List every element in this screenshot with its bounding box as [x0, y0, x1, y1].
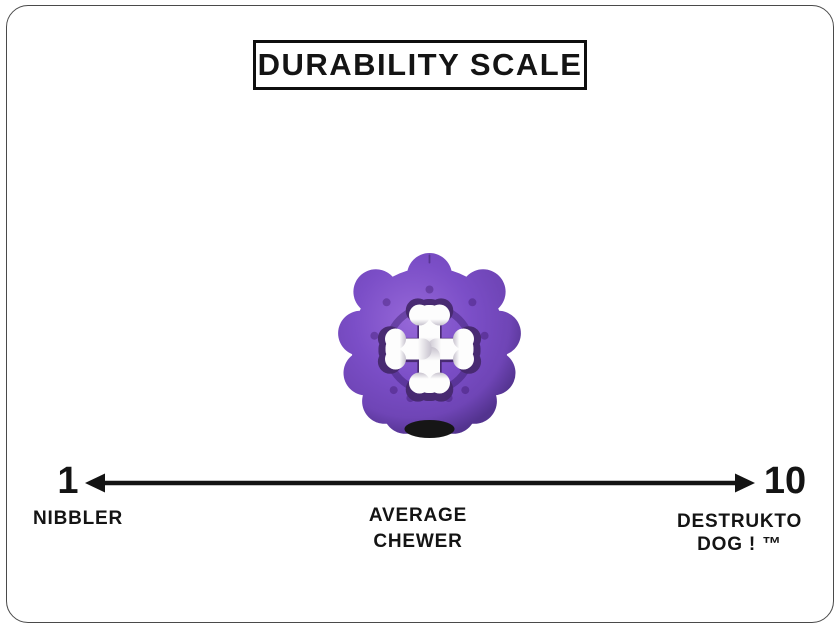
scale-mid-label-line1: AVERAGE — [368, 505, 468, 526]
page-title: DURABILITY SCALE — [257, 47, 583, 82]
chew-toy-illustration — [337, 253, 522, 438]
rounded-frame-border — [6, 5, 834, 623]
toy-bone-cross — [385, 304, 474, 394]
title-box: DURABILITY SCALE — [253, 40, 587, 90]
scale-max-label-line1: DESTRUKTO — [676, 511, 803, 532]
scale-max-label-line2: DOG ! ™ — [697, 534, 782, 555]
toy-top-seam — [428, 254, 431, 264]
scale-max-label: DESTRUKTO DOG ! ™ — [637, 510, 840, 556]
chew-toy-svg — [338, 253, 521, 438]
arrowhead-right — [735, 473, 755, 493]
scale-max-value: 10 — [763, 460, 807, 502]
arrowhead-left — [85, 473, 105, 493]
scale-arrow — [85, 473, 755, 493]
scale-min-label: NIBBLER — [32, 508, 124, 529]
scale-mid-label: AVERAGE CHEWER — [318, 503, 518, 555]
scale-mid-label-line2: CHEWER — [373, 531, 463, 552]
toy-bottom-hole — [404, 420, 455, 438]
scale-min-value: 1 — [57, 460, 79, 502]
